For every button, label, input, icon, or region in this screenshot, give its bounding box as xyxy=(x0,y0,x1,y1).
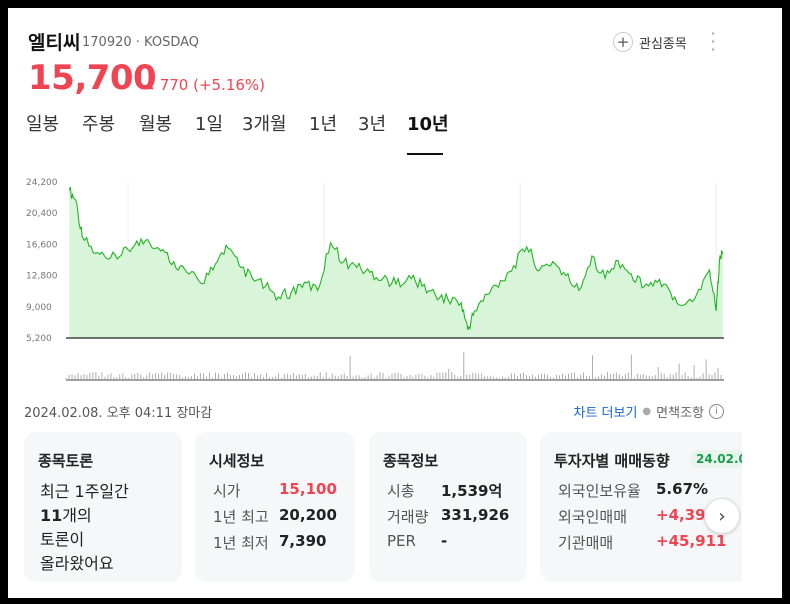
foreign-ratio-row: 외국인보유율 5.67% xyxy=(558,480,708,501)
mcap-value: 1,539억 xyxy=(441,482,503,500)
price-area-fill xyxy=(69,187,723,338)
year-low-label: 1년 최저 xyxy=(213,534,269,552)
discussion-count-line: 11개의 xyxy=(40,504,170,528)
y-tick-label: 5,200 xyxy=(26,334,52,344)
plus-icon: + xyxy=(613,32,633,52)
more-chart-link[interactable]: 차트 더보기 xyxy=(573,406,638,421)
price-chart[interactable]: 24,20020,40016,60012,8009,0005,2002015/0… xyxy=(26,168,726,386)
year-high-row: 1년 최고 20,200 xyxy=(213,506,337,527)
per-label: PER xyxy=(387,532,416,550)
discussion-count: 11 xyxy=(40,506,63,525)
foreign-ratio-label: 외국인보유율 xyxy=(558,482,641,500)
open-value: 15,100 xyxy=(279,480,337,498)
discussion-line3: 토론이 xyxy=(40,530,85,549)
mcap-row: 시총 1,539억 xyxy=(387,480,502,501)
year-high-value: 20,200 xyxy=(279,506,337,524)
foreign-trade-label: 외국인매매 xyxy=(558,508,628,526)
discussion-line1: 최근 1주일간 xyxy=(40,482,129,501)
year-low-row: 1년 최저 7,390 xyxy=(213,532,326,553)
volume-row: 거래량 331,926 xyxy=(387,506,509,527)
separator-dot: ● xyxy=(642,406,652,417)
open-row: 시가 15,100 xyxy=(213,480,337,501)
stock-header: 엘티씨 170920 · KOSDAQ 15,700 ▲ 770 (+5.16%)… xyxy=(28,20,730,100)
up-triangle-icon: ▲ xyxy=(146,80,154,91)
more-options-icon[interactable]: · · · xyxy=(710,24,716,59)
investor-date-badge: 24.02.08 xyxy=(690,450,742,468)
year-high-label: 1년 최고 xyxy=(213,508,269,526)
add-watchlist-button[interactable]: + 관심종목 xyxy=(613,32,687,52)
period-tabs: 일봉 주봉 월봉 1일 3개월 1년 3년 10년 xyxy=(26,111,726,159)
discussion-title: 종목토론 xyxy=(38,452,94,470)
price-line xyxy=(68,186,724,330)
stock-panel: 엘티씨 170920 · KOSDAQ 15,700 ▲ 770 (+5.16%)… xyxy=(8,8,742,598)
volume-value: 331,926 xyxy=(441,506,510,524)
tab-3months[interactable]: 3개월 xyxy=(242,114,287,135)
tab-monthly[interactable]: 월봉 xyxy=(139,114,173,135)
discussion-count-suffix: 개의 xyxy=(62,506,92,525)
stock-code-market: 170920 · KOSDAQ xyxy=(82,35,199,50)
investor-trend-title: 투자자별 매매동향 xyxy=(554,452,670,470)
y-tick-label: 12,800 xyxy=(26,272,58,282)
y-tick-label: 16,600 xyxy=(26,240,58,250)
per-value: - xyxy=(441,532,448,550)
y-tick-label: 20,400 xyxy=(26,209,58,219)
market-timestamp: 2024.02.08. 오후 04:11 장마감 xyxy=(24,406,213,421)
info-icon[interactable]: i xyxy=(709,404,724,419)
per-row: PER - xyxy=(387,532,447,550)
price-change: ▲ 770 (+5.16%) xyxy=(146,76,265,94)
next-card-button[interactable]: › xyxy=(704,498,740,534)
quote-title: 시세정보 xyxy=(209,452,265,470)
current-price: 15,700 xyxy=(28,58,157,98)
stock-info-title: 종목정보 xyxy=(383,452,439,470)
tab-weekly[interactable]: 주봉 xyxy=(82,114,116,135)
price-change-value: 770 (+5.16%) xyxy=(159,76,266,94)
discussion-summary: 최근 1주일간 11개의 토론이 올라왔어요 xyxy=(40,480,170,576)
tab-1day[interactable]: 1일 xyxy=(195,114,224,135)
open-label: 시가 xyxy=(213,482,241,500)
page-scrollbar[interactable] xyxy=(742,8,782,598)
inst-trade-label: 기관매매 xyxy=(558,534,614,552)
tab-3years[interactable]: 3년 xyxy=(358,114,387,135)
quote-card[interactable]: 시세정보 시가 15,100 1년 최고 20,200 1년 최저 7,390 xyxy=(195,432,355,582)
mcap-label: 시총 xyxy=(387,482,415,500)
foreign-trade-row: 외국인매매 +4,390 xyxy=(558,506,716,527)
foreign-ratio-value: 5.67% xyxy=(656,480,709,498)
disclaimer-link[interactable]: 면책조항 xyxy=(656,406,704,421)
stock-info-card[interactable]: 종목정보 시총 1,539억 거래량 331,926 PER - xyxy=(369,432,527,582)
tab-daily[interactable]: 일봉 xyxy=(26,114,60,135)
inst-trade-row: 기관매매 +45,911 xyxy=(558,532,726,553)
inst-trade-value: +45,911 xyxy=(656,532,727,550)
chevron-right-icon: › xyxy=(718,505,726,527)
discussion-line4: 올라왔어요 xyxy=(40,554,114,573)
foreign-trade-value: +4,390 xyxy=(656,506,717,524)
chart-footer: 2024.02.08. 오후 04:11 장마감 차트 더보기 ● 면책조항 i xyxy=(24,402,724,428)
year-low-value: 7,390 xyxy=(279,532,327,550)
discussion-card[interactable]: 종목토론 최근 1주일간 11개의 토론이 올라왔어요 xyxy=(24,432,182,582)
volume-label: 거래량 xyxy=(387,508,429,526)
y-tick-label: 9,000 xyxy=(26,303,52,313)
watchlist-label: 관심종목 xyxy=(639,36,687,52)
y-tick-label: 24,200 xyxy=(26,178,58,188)
stock-name[interactable]: 엘티씨 xyxy=(28,32,81,54)
tab-10years[interactable]: 10년 xyxy=(407,111,449,155)
tab-1year[interactable]: 1년 xyxy=(309,114,338,135)
